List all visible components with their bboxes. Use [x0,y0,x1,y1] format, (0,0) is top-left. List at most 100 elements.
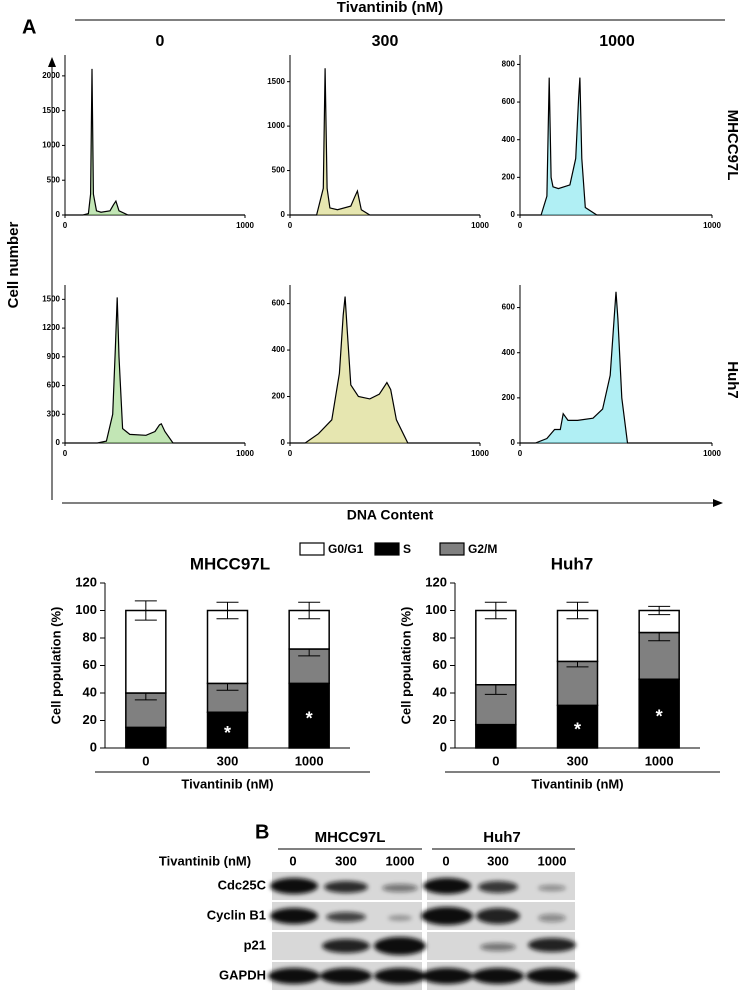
y-tick-label: 200 [272,392,286,401]
protein-label: GAPDH [219,967,266,982]
x-tick-label: 1000 [471,221,489,230]
legend-label: G0/G1 [328,542,364,556]
y-tick-label: 20 [83,712,97,727]
y-tick-label: 400 [502,135,516,144]
protein-label: Cyclin B1 [207,907,266,922]
y-tick-label: 80 [433,629,447,644]
y-tick-label: 600 [47,381,61,390]
y-tick-label: 20 [433,712,447,727]
panel-label: A [22,16,36,38]
y-tick-label: 600 [502,303,516,312]
y-tick-label: 1500 [42,294,60,303]
bar-segment [288,682,330,749]
histogram-curve [520,291,712,444]
y-tick-label: 0 [56,438,61,447]
x-tick-label: 0 [63,221,68,230]
histogram-curve [290,68,480,216]
treatment-label: Tivantinib (nM) [159,853,251,868]
x-tick-label: 1000 [645,753,674,768]
bar-segment [475,609,517,686]
y-tick-label: 120 [75,574,97,589]
lane-label: 0 [442,853,449,868]
chart-title: MHCC97L [190,554,270,573]
significance: * [224,723,231,743]
y-tick-label: 0 [511,438,516,447]
y-tick-label: 1000 [42,141,60,150]
y-tick-label: 1500 [267,77,285,86]
y-tick-label: 200 [502,172,516,181]
y-label: Cell population (%) [48,607,63,725]
y-tick-label: 60 [83,657,97,672]
y-tick-label: 600 [272,299,286,308]
y-tick-label: 600 [502,97,516,106]
legend-label: G2/M [468,542,497,556]
western-blot: B MHCC97L Huh7 Tivantinib (nM) 0 300 100… [159,821,578,990]
y-tick-label: 0 [281,438,286,447]
y-tick-label: 0 [440,739,447,754]
chart-title: Huh7 [551,554,594,573]
y-tick-label: 1500 [42,106,60,115]
y-tick-label: 2000 [42,71,60,80]
x-tick-label: 300 [567,753,589,768]
legend-swatch [439,542,465,556]
x-label: DNA Content [347,507,434,523]
column-label: 300 [372,33,399,50]
y-tick-label: 800 [502,60,516,69]
legend-label: S [403,542,411,556]
x-label: Tivantinib (nM) [531,776,623,791]
y-label: Cell number [5,221,22,308]
flow-title: Tivantinib (nM) [337,0,443,16]
x-tick-label: 0 [63,449,68,458]
x-tick-label: 1000 [236,449,254,458]
y-tick-label: 0 [56,210,61,219]
lane-label: 1000 [386,853,415,868]
group-label: Huh7 [483,829,521,846]
histogram-curve [290,296,480,444]
y-tick-label: 60 [433,657,447,672]
histogram-curve [65,297,245,444]
significance: * [656,706,663,726]
x-label: Tivantinib (nM) [181,776,273,791]
lane-label: 300 [335,853,357,868]
panel-label: B [255,821,269,843]
lane-label: 300 [487,853,509,868]
significance: * [306,708,313,728]
y-tick-label: 100 [425,602,447,617]
x-tick-label: 0 [142,753,149,768]
bar-segment [206,609,249,685]
bar-segment [125,609,167,694]
protein-label: Cdc25C [218,877,267,892]
legend-swatch [299,542,325,556]
bar-segment [125,692,167,729]
y-tick-label: 40 [433,684,447,699]
bar-segment [638,678,680,749]
row-label: Huh7 [724,361,741,399]
row-label: MHCC97L [724,110,741,181]
y-tick-label: 0 [90,739,97,754]
y-tick-label: 900 [47,352,61,361]
y-tick-label: 120 [425,574,447,589]
y-tick-label: 0 [281,210,286,219]
y-tick-label: 500 [272,166,286,175]
y-tick-label: 40 [83,684,97,699]
column-label: 0 [156,33,165,50]
x-tick-label: 0 [518,221,523,230]
y-tick-label: 0 [511,210,516,219]
x-tick-label: 1000 [236,221,254,230]
y-tick-label: 300 [47,409,61,418]
y-label: Cell population (%) [398,607,413,725]
x-tick-label: 0 [288,221,293,230]
x-tick-label: 0 [492,753,499,768]
histogram-curve [65,68,245,216]
bar-segment [556,660,599,707]
histogram-curve [520,77,712,216]
y-tick-label: 1000 [267,121,285,130]
y-tick-label: 400 [502,348,516,357]
lane-label: 0 [289,853,296,868]
y-tick-label: 500 [47,175,61,184]
y-tick-label: 100 [75,602,97,617]
x-tick-label: 1000 [703,449,721,458]
group-label: MHCC97L [315,829,386,846]
y-tick-label: 1200 [42,323,60,332]
